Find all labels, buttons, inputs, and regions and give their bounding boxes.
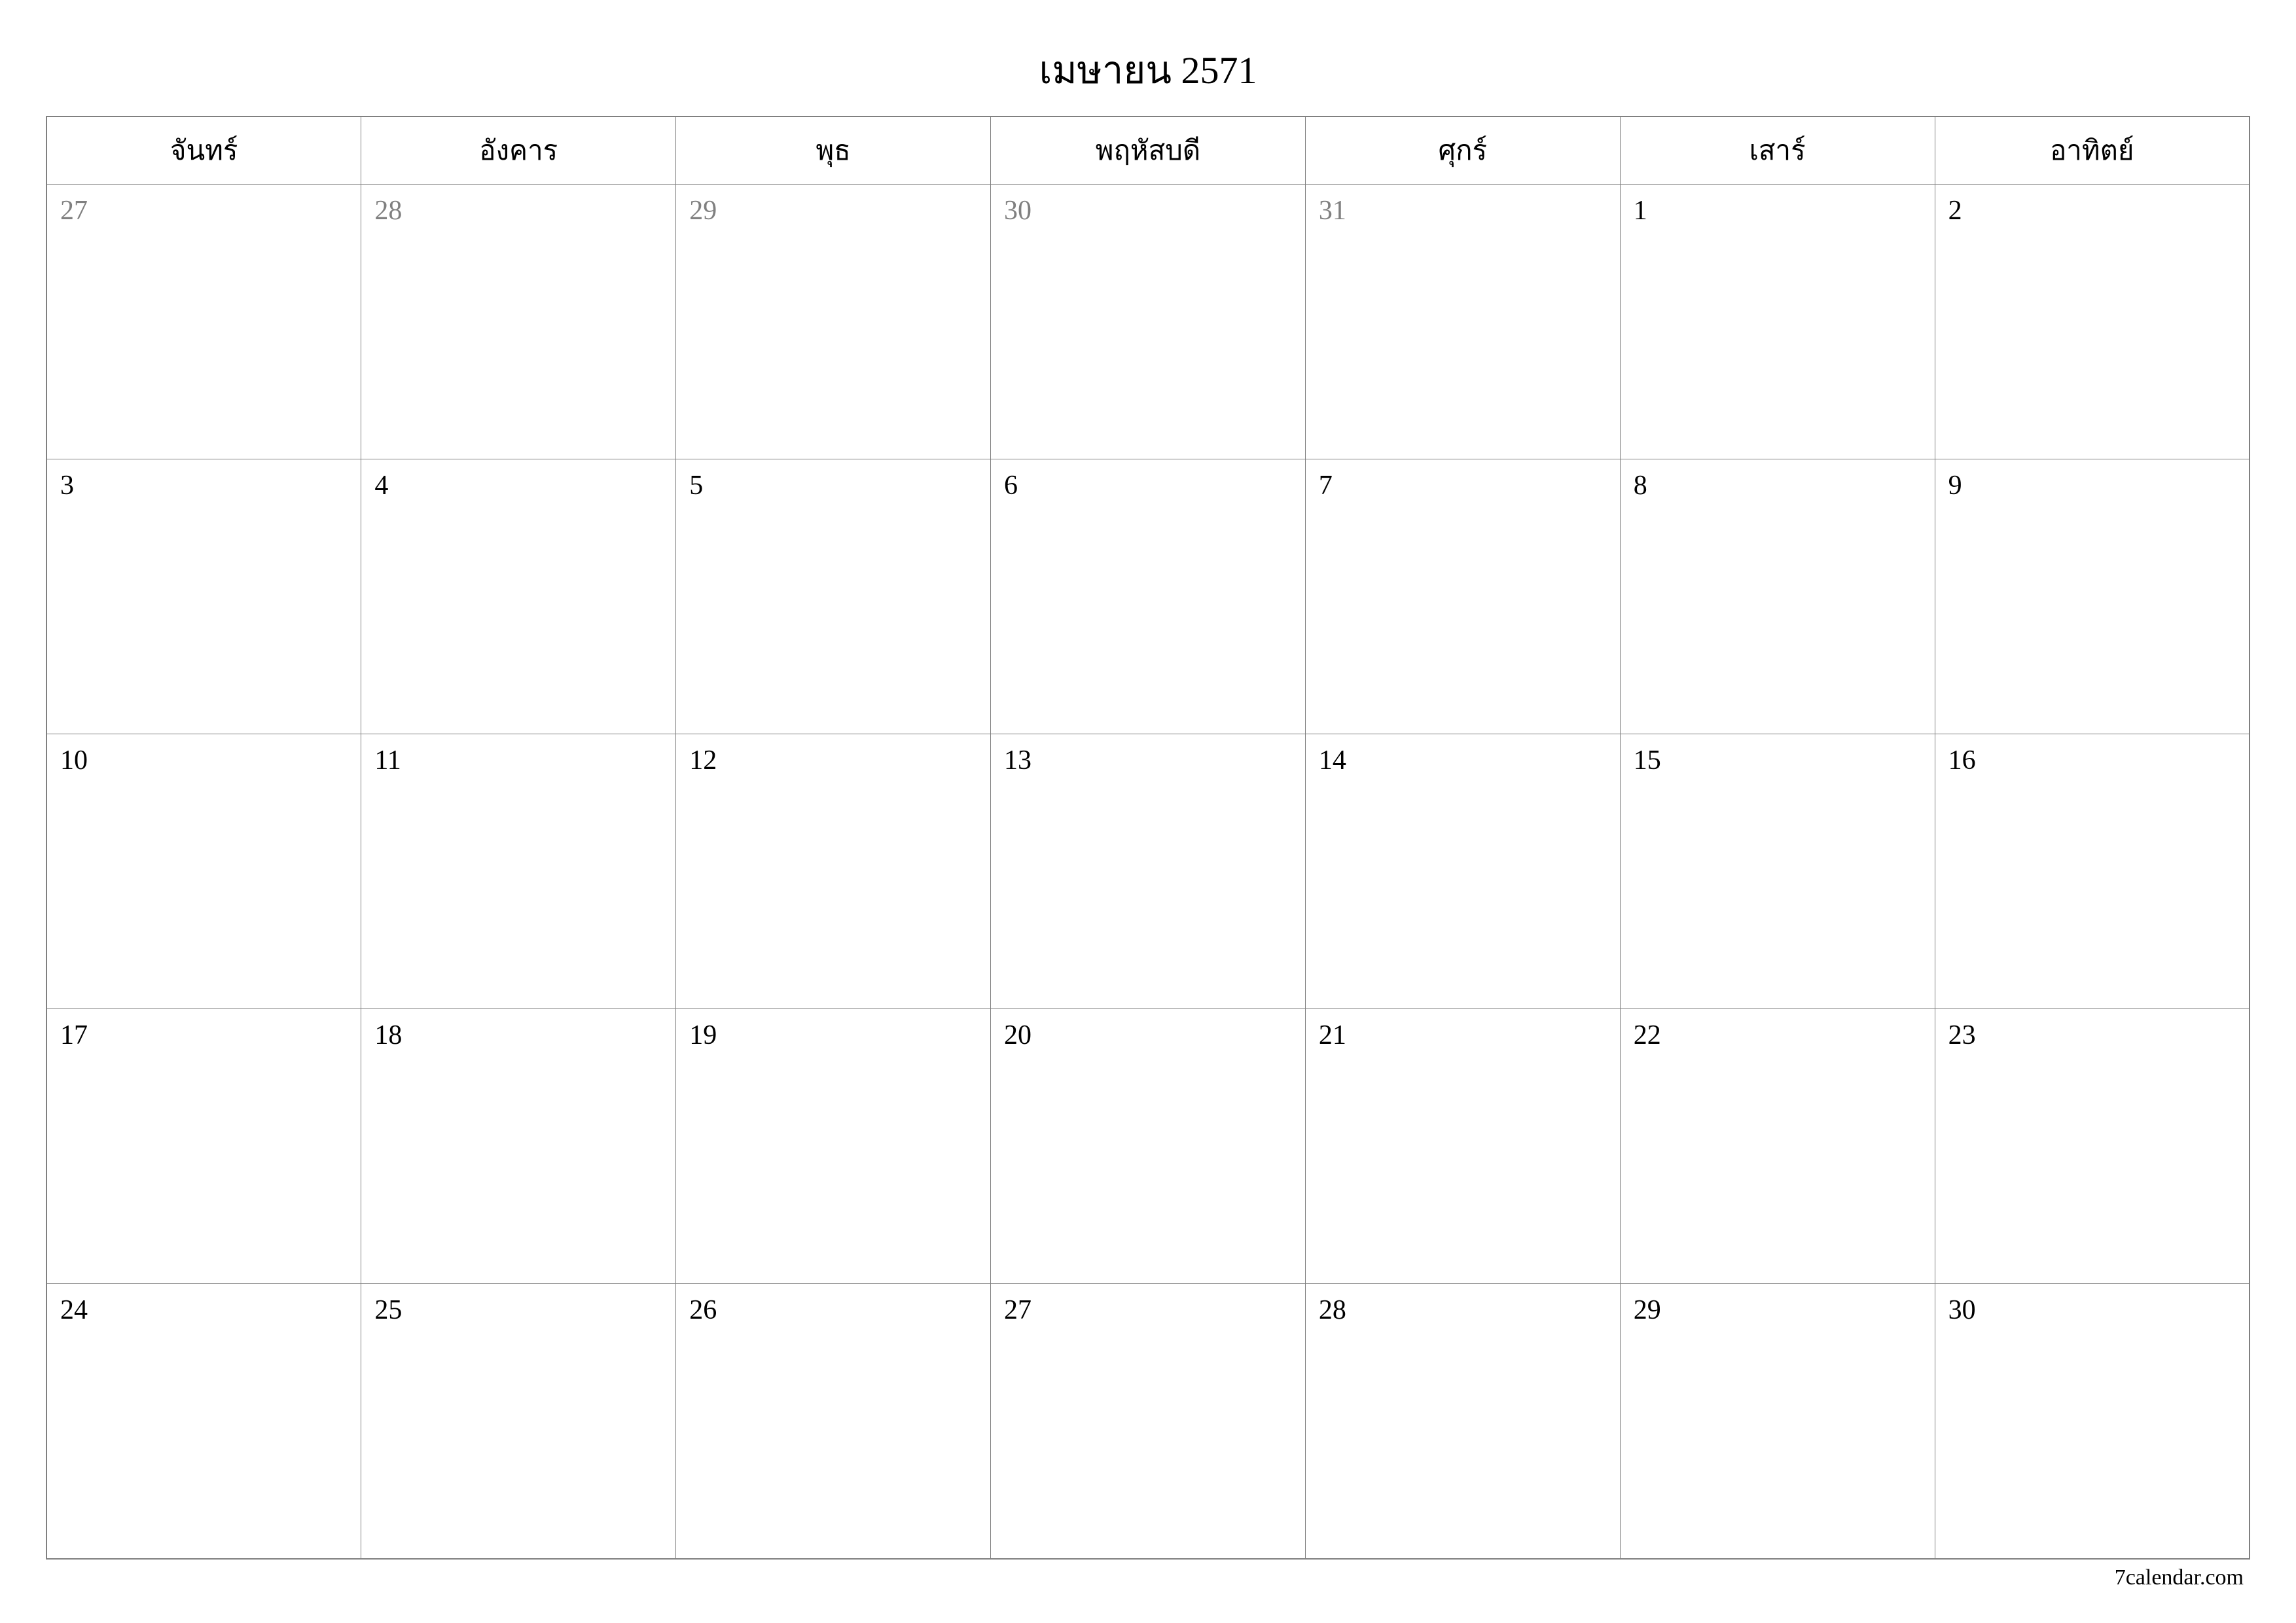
calendar-week-row: 3 4 5 6 7 8 9 — [46, 459, 2250, 734]
day-number: 30 — [1004, 196, 1031, 226]
day-cell: 7 — [1305, 459, 1620, 734]
day-cell: 16 — [1935, 734, 2250, 1009]
weekday-sun: อาทิตย์ — [1935, 116, 2250, 185]
calendar-body: 27 28 29 30 31 1 2 3 4 5 6 7 8 9 10 11 1… — [46, 185, 2250, 1559]
day-cell: 28 — [361, 185, 676, 459]
day-cell: 31 — [1305, 185, 1620, 459]
weekday-fri: ศุกร์ — [1305, 116, 1620, 185]
day-number: 9 — [1948, 471, 1962, 501]
day-cell: 6 — [991, 459, 1306, 734]
day-number: 20 — [1004, 1020, 1031, 1050]
day-cell: 17 — [46, 1009, 361, 1284]
day-cell: 22 — [1620, 1009, 1935, 1284]
day-cell: 2 — [1935, 185, 2250, 459]
day-number: 11 — [374, 745, 401, 776]
day-number: 16 — [1948, 745, 1976, 776]
day-cell: 12 — [676, 734, 991, 1009]
day-number: 18 — [374, 1020, 402, 1050]
day-number: 23 — [1948, 1020, 1976, 1050]
calendar-week-row: 17 18 19 20 21 22 23 — [46, 1009, 2250, 1284]
day-cell: 21 — [1305, 1009, 1620, 1284]
day-number: 2 — [1948, 196, 1962, 226]
day-cell: 3 — [46, 459, 361, 734]
day-cell: 25 — [361, 1284, 676, 1559]
calendar-week-row: 24 25 26 27 28 29 30 — [46, 1284, 2250, 1559]
day-number: 22 — [1634, 1020, 1661, 1050]
day-number: 1 — [1634, 196, 1647, 226]
day-number: 5 — [689, 471, 703, 501]
weekday-tue: อังคาร — [361, 116, 676, 185]
day-number: 3 — [60, 471, 74, 501]
day-number: 17 — [60, 1020, 88, 1050]
day-number: 12 — [689, 745, 717, 776]
day-cell: 30 — [991, 185, 1306, 459]
day-number: 28 — [1319, 1295, 1346, 1325]
day-cell: 24 — [46, 1284, 361, 1559]
day-number: 28 — [374, 196, 402, 226]
day-number: 25 — [374, 1295, 402, 1325]
day-cell: 19 — [676, 1009, 991, 1284]
day-number: 7 — [1319, 471, 1333, 501]
weekday-mon: จันทร์ — [46, 116, 361, 185]
weekday-row: จันทร์ อังคาร พุธ พฤหัสบดี ศุกร์ เสาร์ อ… — [46, 116, 2250, 185]
day-cell: 5 — [676, 459, 991, 734]
calendar-page: เมษายน 2571 จันทร์ อังคาร พุธ พฤหัสบดี ศ… — [0, 0, 2296, 1623]
day-cell: 27 — [46, 185, 361, 459]
day-number: 14 — [1319, 745, 1346, 776]
day-number: 26 — [689, 1295, 717, 1325]
calendar-title: เมษายน 2571 — [46, 39, 2250, 100]
calendar-week-row: 27 28 29 30 31 1 2 — [46, 185, 2250, 459]
day-cell: 23 — [1935, 1009, 2250, 1284]
day-cell: 27 — [991, 1284, 1306, 1559]
day-cell: 14 — [1305, 734, 1620, 1009]
day-number: 27 — [60, 196, 88, 226]
day-number: 24 — [60, 1295, 88, 1325]
day-cell: 8 — [1620, 459, 1935, 734]
day-cell: 30 — [1935, 1284, 2250, 1559]
day-number: 29 — [689, 196, 717, 226]
day-cell: 29 — [676, 185, 991, 459]
day-cell: 13 — [991, 734, 1306, 1009]
weekday-wed: พุธ — [676, 116, 991, 185]
day-number: 15 — [1634, 745, 1661, 776]
day-cell: 15 — [1620, 734, 1935, 1009]
day-number: 30 — [1948, 1295, 1976, 1325]
day-number: 21 — [1319, 1020, 1346, 1050]
calendar-table: จันทร์ อังคาร พุธ พฤหัสบดี ศุกร์ เสาร์ อ… — [46, 116, 2250, 1560]
calendar-week-row: 10 11 12 13 14 15 16 — [46, 734, 2250, 1009]
day-number: 29 — [1634, 1295, 1661, 1325]
weekday-sat: เสาร์ — [1620, 116, 1935, 185]
day-number: 31 — [1319, 196, 1346, 226]
day-cell: 20 — [991, 1009, 1306, 1284]
footer-credit: 7calendar.com — [2115, 1565, 2244, 1590]
weekday-thu: พฤหัสบดี — [991, 116, 1306, 185]
day-cell: 1 — [1620, 185, 1935, 459]
calendar-header: จันทร์ อังคาร พุธ พฤหัสบดี ศุกร์ เสาร์ อ… — [46, 116, 2250, 185]
day-number: 4 — [374, 471, 388, 501]
day-number: 27 — [1004, 1295, 1031, 1325]
day-cell: 18 — [361, 1009, 676, 1284]
day-cell: 26 — [676, 1284, 991, 1559]
day-cell: 9 — [1935, 459, 2250, 734]
day-number: 6 — [1004, 471, 1018, 501]
day-number: 13 — [1004, 745, 1031, 776]
day-cell: 28 — [1305, 1284, 1620, 1559]
day-number: 10 — [60, 745, 88, 776]
day-cell: 29 — [1620, 1284, 1935, 1559]
day-number: 8 — [1634, 471, 1647, 501]
day-cell: 11 — [361, 734, 676, 1009]
day-number: 19 — [689, 1020, 717, 1050]
day-cell: 10 — [46, 734, 361, 1009]
day-cell: 4 — [361, 459, 676, 734]
